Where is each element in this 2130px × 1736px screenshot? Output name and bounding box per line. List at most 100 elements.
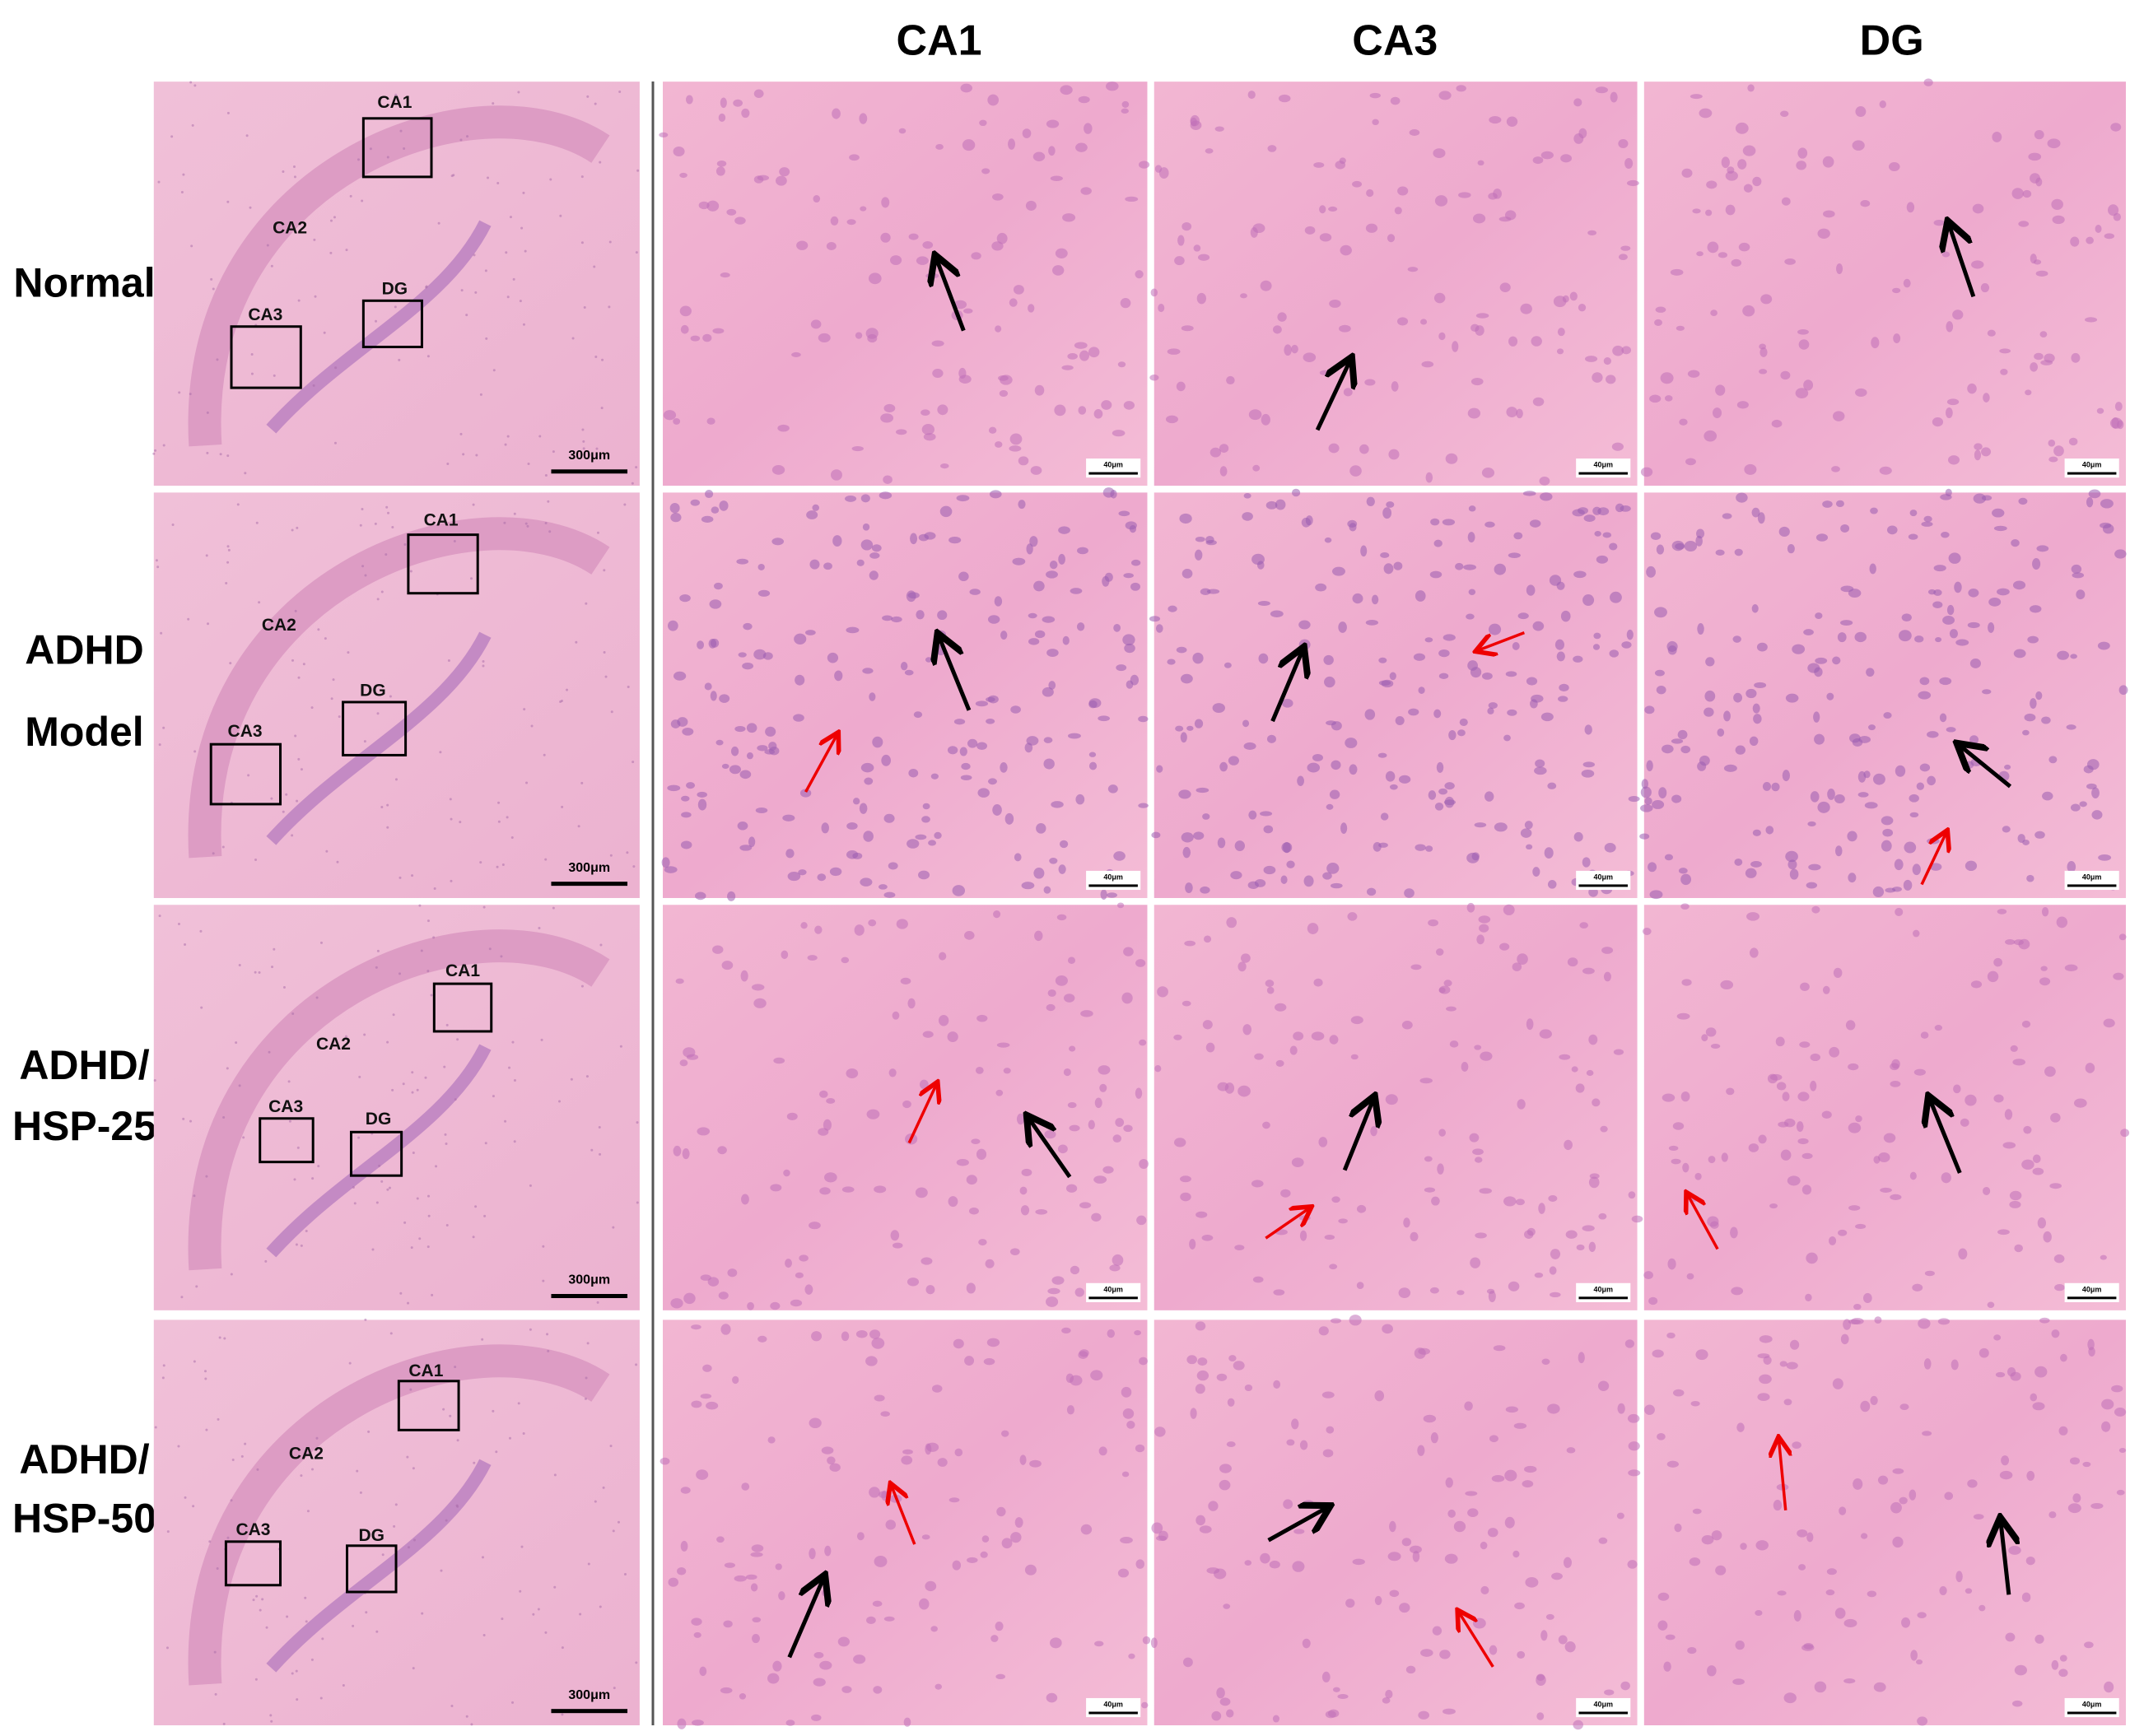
tissue-dot: [295, 1669, 298, 1673]
tissue-dot: [157, 180, 161, 184]
cell-nucleus: [1303, 1500, 1314, 1506]
cell-nucleus: [680, 840, 692, 849]
cell-nucleus: [891, 616, 902, 623]
cell-nucleus: [2100, 499, 2114, 509]
tissue-dot: [363, 740, 366, 743]
cell-nucleus: [2067, 1503, 2081, 1514]
cell-nucleus: [1448, 729, 1457, 741]
cell-nucleus: [741, 1482, 750, 1491]
cell-nucleus: [1399, 1603, 1410, 1613]
cell-nucleus: [939, 952, 947, 961]
cell-nucleus: [787, 871, 801, 882]
cell-nucleus: [1196, 1211, 1208, 1218]
cell-nucleus: [866, 1109, 880, 1119]
cell-nucleus: [2013, 939, 2024, 946]
cell-nucleus: [1532, 621, 1545, 631]
cell-nucleus: [1044, 1129, 1056, 1139]
cell-nucleus: [1932, 417, 1944, 427]
cell-nucleus: [1609, 649, 1620, 658]
cell-nucleus: [1914, 635, 1924, 643]
cell-nucleus: [2034, 1366, 2048, 1378]
cell-nucleus: [930, 1626, 938, 1632]
tissue-dot: [547, 500, 550, 503]
cell-nucleus: [813, 1651, 824, 1659]
region-label: DG: [360, 681, 386, 700]
cell-nucleus: [880, 1411, 890, 1417]
cell-nucleus: [2076, 589, 2086, 600]
cell-nucleus: [1620, 245, 1631, 251]
cell-nucleus: [736, 558, 749, 565]
cell-nucleus: [846, 219, 856, 226]
tissue-dot: [184, 942, 187, 946]
cell-nucleus: [1785, 693, 1799, 703]
cell-nucleus: [2069, 1457, 2080, 1465]
cell-nucleus: [1270, 610, 1284, 617]
cell-nucleus: [1752, 703, 1760, 714]
tissue-dot: [544, 474, 548, 477]
cell-nucleus: [1657, 1592, 1670, 1601]
cell-nucleus: [1583, 514, 1596, 522]
cell-nucleus: [1668, 1145, 1679, 1151]
tissue-dot: [412, 1151, 415, 1154]
cell-nucleus: [724, 1562, 735, 1568]
tissue-dot: [378, 1164, 381, 1167]
cell-nucleus: [773, 1057, 785, 1064]
cell-nucleus: [1326, 803, 1334, 810]
cell-nucleus: [2091, 787, 2100, 798]
cell-nucleus: [1795, 388, 1809, 399]
tissue-dot: [459, 432, 463, 435]
cell-nucleus: [1128, 1653, 1135, 1659]
cell-nucleus: [818, 333, 831, 342]
cell-nucleus: [1293, 1031, 1304, 1041]
cell-nucleus: [1176, 381, 1186, 392]
cell-nucleus: [1397, 186, 1409, 196]
cell-nucleus: [1004, 812, 1014, 825]
cell-nucleus: [1382, 507, 1392, 519]
cell-nucleus: [1560, 154, 1573, 163]
tissue-dot: [361, 199, 364, 202]
cell-nucleus: [1958, 1248, 1968, 1260]
cell-nucleus: [1390, 784, 1398, 790]
cell-nucleus: [2004, 1109, 2013, 1120]
cell-nucleus: [1049, 561, 1058, 570]
cell-nucleus: [1067, 1101, 1077, 1109]
cell-nucleus: [1228, 756, 1239, 766]
scale-bar: [2067, 1296, 2117, 1300]
cell-nucleus: [1434, 802, 1444, 811]
cell-nucleus: [874, 1394, 885, 1402]
tissue-dot: [603, 651, 606, 654]
cell-nucleus: [1626, 179, 1639, 187]
cell-nucleus: [1817, 228, 1830, 239]
cell-nucleus: [737, 821, 748, 831]
cell-nucleus: [1205, 539, 1217, 546]
cell-nucleus: [829, 867, 842, 877]
cell-nucleus: [799, 789, 812, 798]
cell-nucleus: [1197, 1357, 1208, 1366]
cell-nucleus: [1075, 142, 1088, 152]
tissue-dot: [530, 724, 534, 728]
cell-nucleus: [1701, 1535, 1714, 1545]
tissue-dot: [446, 462, 450, 465]
scale-bar: [551, 1294, 628, 1299]
cell-nucleus: [683, 1292, 696, 1305]
cell-nucleus: [1234, 1245, 1245, 1250]
cell-nucleus: [2091, 810, 2103, 820]
tissue-dot: [222, 1115, 226, 1119]
tissue-dot: [472, 1236, 475, 1239]
region-label: CA3: [248, 305, 282, 324]
tissue-dot: [635, 1363, 638, 1366]
cell-nucleus: [1046, 119, 1060, 128]
cell-nucleus: [881, 197, 890, 208]
cell-nucleus: [1913, 929, 1920, 938]
cell-nucleus: [883, 891, 896, 898]
tissue-dot: [431, 1293, 434, 1296]
cell-nucleus: [1206, 589, 1220, 594]
cell-nucleus: [1732, 635, 1741, 643]
cell-nucleus: [860, 494, 870, 503]
cell-nucleus: [1051, 801, 1064, 808]
cell-nucleus: [1687, 370, 1700, 378]
cell-nucleus: [776, 175, 787, 186]
tissue-dot: [334, 366, 338, 370]
cell-nucleus: [1680, 903, 1690, 910]
cell-nucleus: [1701, 1034, 1708, 1042]
